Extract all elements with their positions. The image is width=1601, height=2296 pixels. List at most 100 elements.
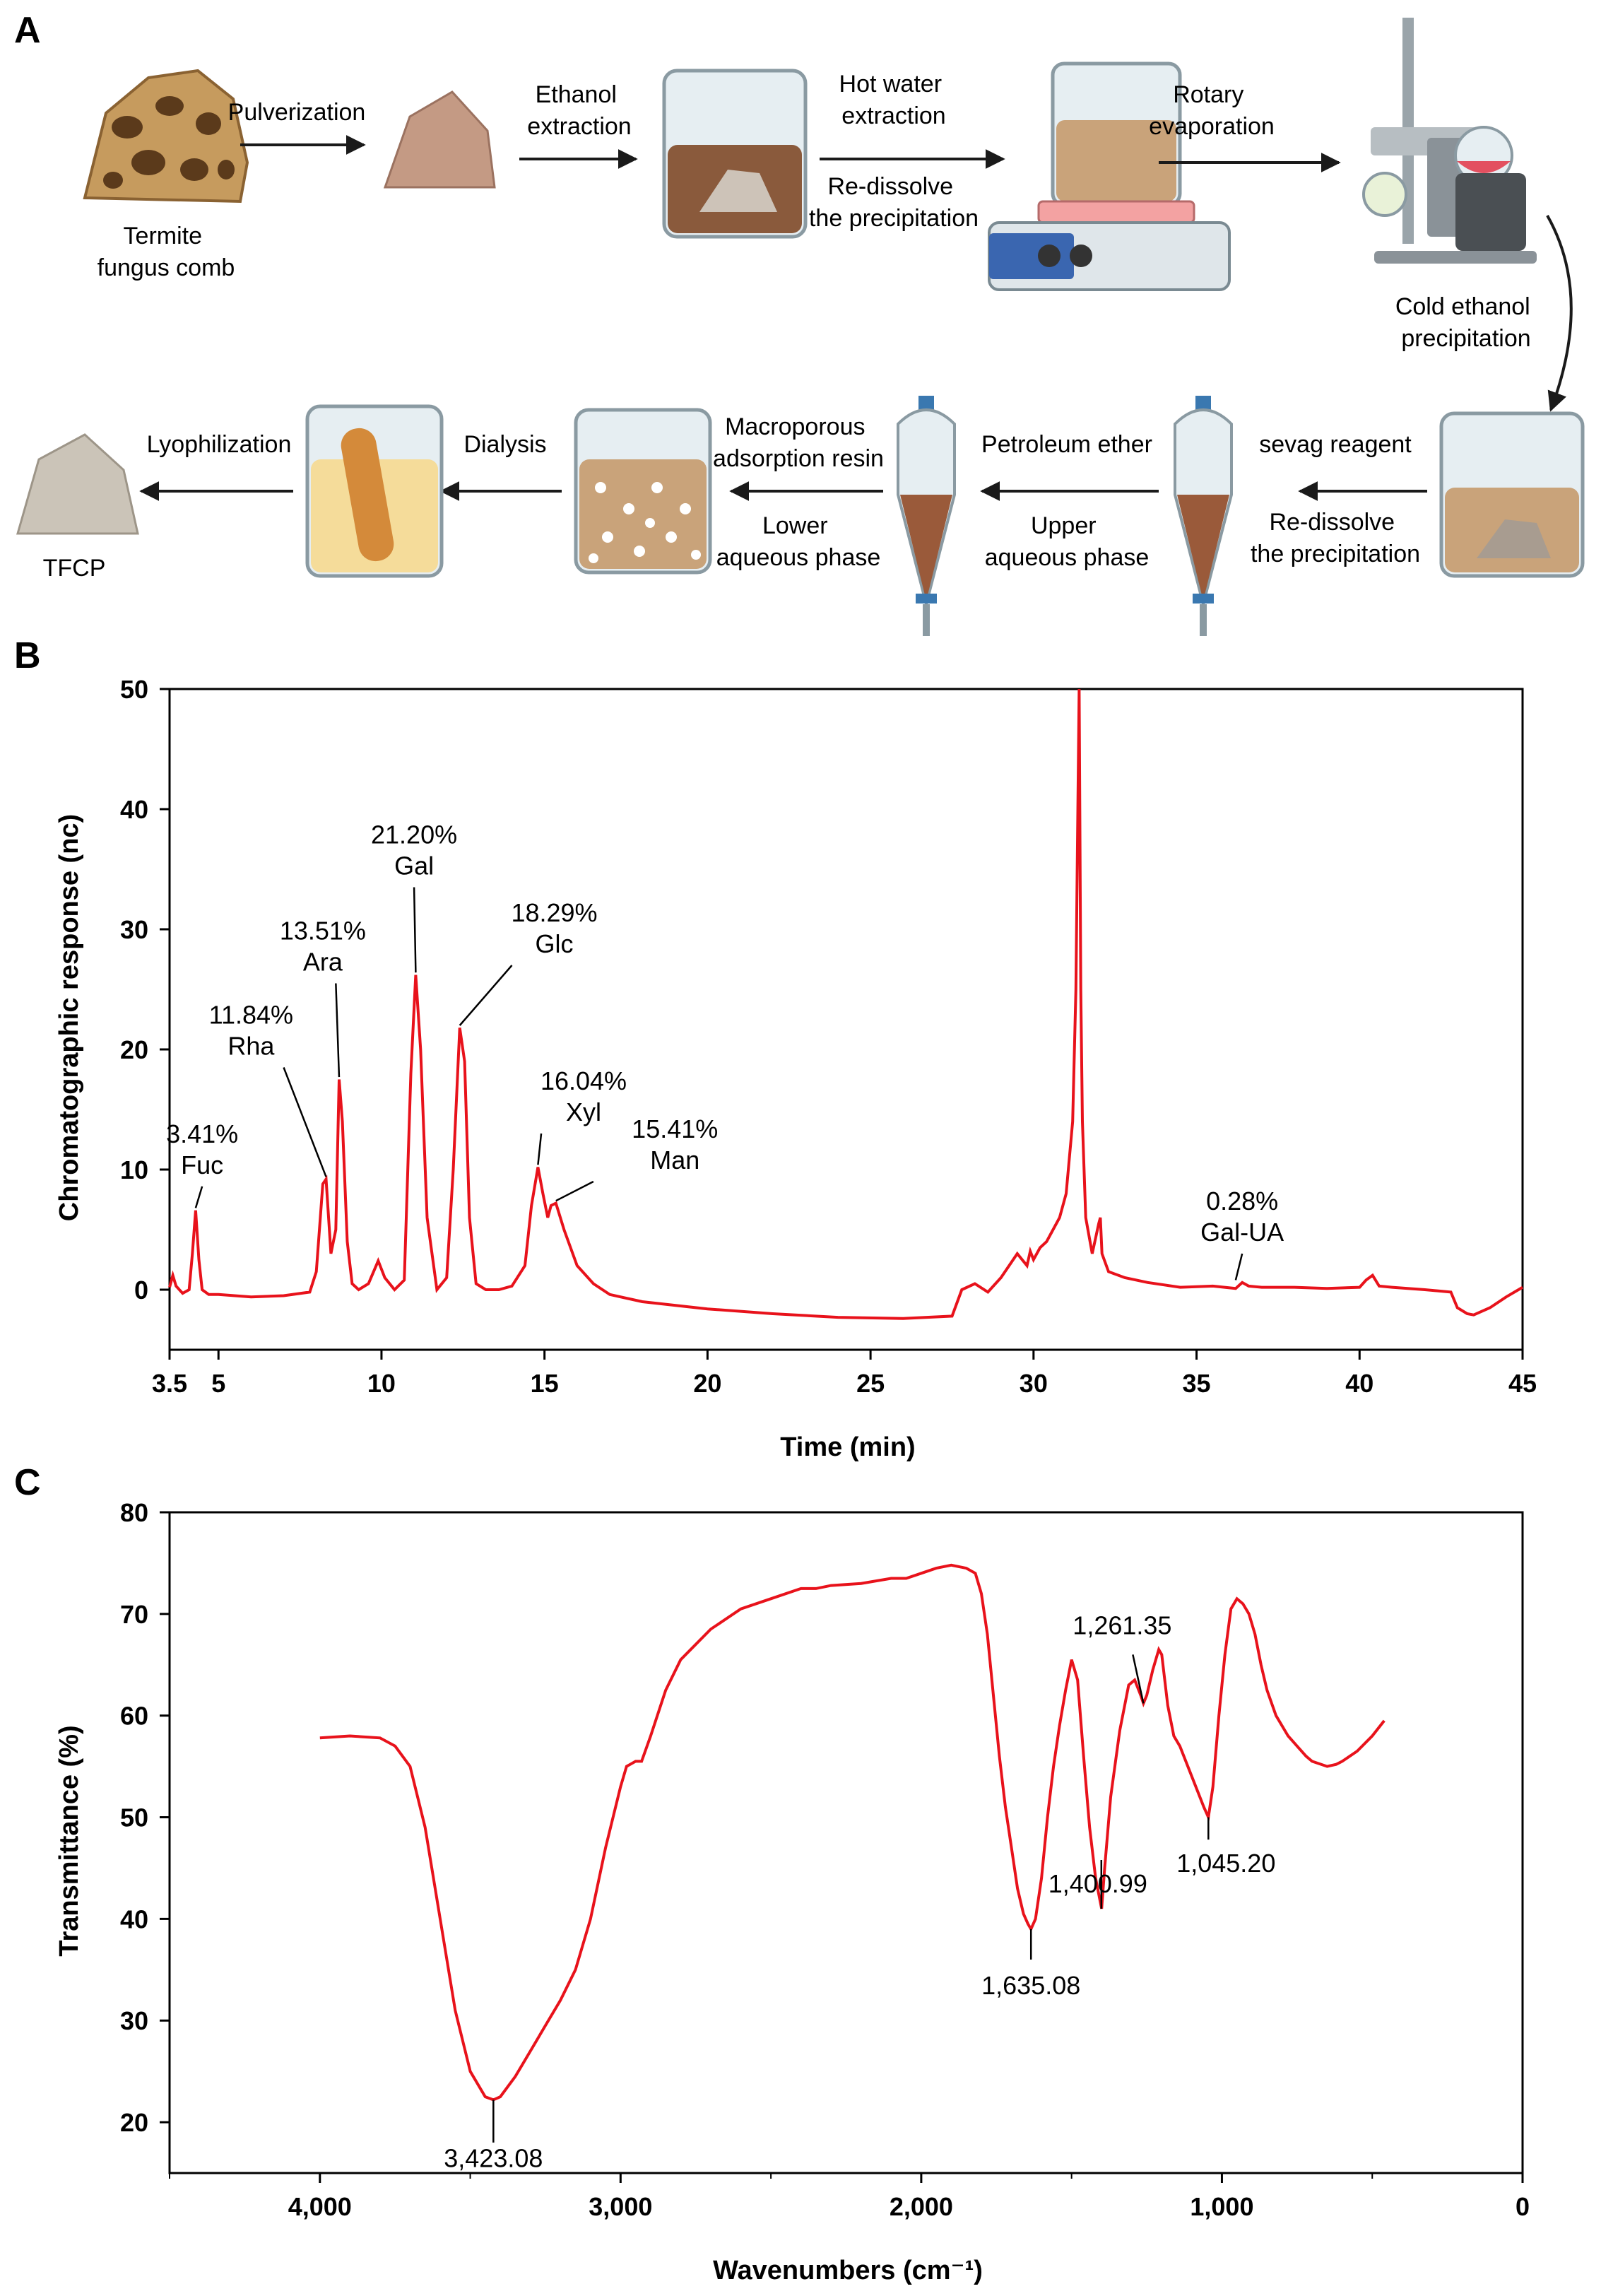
panel-label-b: B: [14, 635, 41, 676]
annotation-wavenumber: 3,423.08: [444, 2143, 543, 2172]
macroporous-label: Macroporous adsorption resin: [713, 413, 884, 472]
chart-c-ylabel: Transmittance (%): [54, 1725, 84, 1956]
x-tick-label: 4,000: [288, 2192, 352, 2221]
annotation-sugar: Xyl: [566, 1097, 601, 1126]
x-tick-label: 40: [1345, 1369, 1373, 1398]
product-label: TFCP: [43, 555, 106, 582]
chart-b-xlabel: Time (min): [780, 1432, 915, 1462]
annotation-sugar: Man: [650, 1146, 699, 1175]
hot-plate-stirrer-icon: [988, 61, 1231, 291]
x-tick-label: 45: [1508, 1369, 1537, 1398]
x-tick-label: 25: [856, 1369, 885, 1398]
annotation-percent: 18.29%: [511, 898, 597, 927]
y-tick-label: 10: [120, 1155, 148, 1184]
annotation-leader: [335, 983, 341, 1078]
chart-b-x-axis: 3.5 5 10 15 20 25 30 35 40 45: [152, 1350, 1537, 1398]
annotation-sugar: Gal-UA: [1200, 1218, 1284, 1247]
beaker-ethanol-icon: [662, 69, 808, 239]
annotation-leader: [1234, 1253, 1243, 1281]
powder-icon: [383, 90, 496, 189]
beaker-cold-ethanol-icon: [1439, 411, 1585, 578]
x-tick-label: 35: [1183, 1369, 1211, 1398]
annotation-sugar: Ara: [303, 948, 343, 977]
panel-c: C 20 30 40 50 60 70 80 4,000 3,000 2,000 1,000 0 3…: [14, 1462, 1530, 2285]
lyophilization-label: Lyophilization: [147, 431, 292, 458]
annotation-sugar: Glc: [536, 929, 574, 958]
y-tick-label: 30: [120, 2006, 148, 2035]
upper-phase-label: Upper aqueous phase: [985, 512, 1150, 571]
lower-phase-label: Lower aqueous phase: [716, 512, 881, 571]
dialysis-label: Dialysis: [463, 431, 546, 458]
tfcp-powder-icon: [16, 433, 139, 535]
annotation-leader: [537, 1133, 543, 1165]
x-tick-label: 3,000: [589, 2192, 652, 2221]
petroleum-label: Petroleum ether: [981, 431, 1152, 458]
separatory-funnel-right-icon: [1174, 396, 1233, 636]
chart-b-annotations: 3.41%Fuc 11.84%Rha 13.51%Ara 21.20% Gal 18.29…: [166, 820, 1284, 1281]
x-tick-label: 20: [693, 1369, 721, 1398]
beaker-dialysis-icon: [305, 404, 444, 578]
chart-b-series-line: [168, 688, 1524, 1320]
annotation-percent: 0.28%: [1206, 1187, 1278, 1215]
annotation-leader: [283, 1067, 327, 1177]
y-tick-label: 50: [120, 675, 148, 704]
x-tick-label: 3.5: [152, 1369, 187, 1398]
sample-label: Termite fungus comb: [98, 223, 235, 281]
annotation-leader: [413, 887, 417, 973]
separatory-funnel-left-icon: [897, 396, 956, 636]
annotation-sugar: Fuc: [181, 1150, 223, 1179]
arrow-to-cold-ethanol: [1546, 215, 1573, 412]
annotation-wavenumber: 1,635.08: [981, 1971, 1080, 2000]
ethanol-label: Ethanol extraction: [527, 81, 631, 140]
annotation-percent: 3.41%: [166, 1119, 238, 1148]
panel-label-c: C: [14, 1462, 41, 1503]
chart-c-frame: [168, 1511, 1524, 2174]
x-tick-label: 0: [1516, 2192, 1530, 2221]
hot-water-label: Hot water extraction: [839, 71, 949, 129]
chart-c-annotations: 3,423.08 1,635.08 1,400.99 1,261.35 1,045.20: [444, 1611, 1275, 2173]
redissolve-bottom-label: Re-dissolve the precipitation: [1251, 509, 1420, 567]
sevag-label: sevag reagent: [1259, 431, 1412, 458]
panel-label-a: A: [14, 10, 41, 51]
annotation-sugar: Rha: [228, 1032, 275, 1061]
y-tick-label: 70: [120, 1600, 148, 1629]
x-tick-label: 15: [531, 1369, 559, 1398]
annotation-percent: 11.84%: [209, 1001, 293, 1030]
annotation-leader: [1132, 1654, 1145, 1704]
x-tick-label: 10: [367, 1369, 396, 1398]
rotary-label: Rotary evaporation: [1149, 81, 1275, 140]
chart-c-xlabel: Wavenumbers (cm⁻¹): [713, 2256, 983, 2285]
annotation-sugar: Gal: [394, 852, 434, 881]
annotation-leader: [555, 1180, 594, 1202]
chart-b-y-axis: 0 10 20 30 40 50: [120, 675, 170, 1305]
y-tick-label: 20: [120, 1035, 148, 1064]
annotation-wavenumber: 1,045.20: [1176, 1849, 1275, 1878]
y-tick-label: 40: [120, 795, 148, 824]
chart-c-x-axis: 4,000 3,000 2,000 1,000 0: [169, 2173, 1530, 2221]
termite-comb-icon: [83, 69, 249, 204]
pulverization-label: Pulverization: [228, 99, 366, 126]
x-tick-label: 30: [1020, 1369, 1048, 1398]
y-tick-label: 20: [120, 2108, 148, 2137]
beaker-resin-icon: [574, 408, 712, 575]
panel-b: B 0 10 20 30 40 50 3.5 5 10 15 20 25 30 35 40 45 3.41%…: [14, 635, 1537, 1462]
annotation-percent: 13.51%: [280, 917, 366, 946]
y-tick-label: 40: [120, 1904, 148, 1933]
chart-b-ylabel: Chromatographic response (nc): [54, 814, 84, 1221]
y-tick-label: 0: [134, 1276, 148, 1305]
y-tick-label: 50: [120, 1803, 148, 1832]
x-tick-label: 2,000: [890, 2192, 953, 2221]
y-tick-label: 60: [120, 1702, 148, 1731]
annotation-wavenumber: 1,400.99: [1048, 1869, 1147, 1898]
rotary-evaporator-icon: [1362, 18, 1537, 264]
chart-b-frame: [168, 688, 1524, 1351]
chart-c-series-line: [319, 1563, 1386, 2102]
annotation-percent: 16.04%: [540, 1066, 627, 1095]
annotation-percent: 21.20%: [371, 820, 457, 849]
x-tick-label: 1,000: [1190, 2192, 1253, 2221]
redissolve-top-label: Re-dissolve the precipitation: [809, 173, 979, 232]
panel-a: A Termite fungus comb Pulverization Etha…: [14, 10, 1585, 636]
cold-ethanol-label: Cold ethanol precipitation: [1395, 293, 1537, 352]
annotation-percent: 15.41%: [632, 1114, 718, 1143]
